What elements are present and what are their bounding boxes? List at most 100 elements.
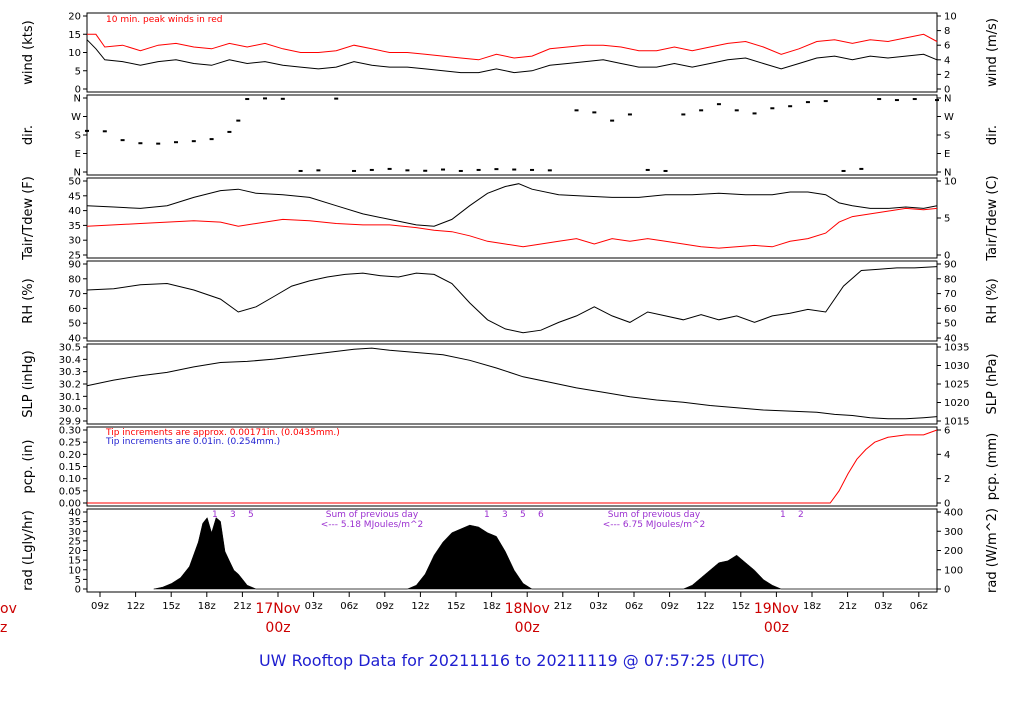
footer-title: UW Rooftop Data for 20211116 to 20211119… [259,651,765,670]
ytick-label-right: 70 [944,289,957,300]
sun-hour-marker: 1 [212,510,218,520]
peak-wind-note: 10 min. peak winds in red [106,15,223,25]
radiation-area [153,517,937,590]
dir-point [369,168,374,171]
ylabel-right: wind (m/s) [985,18,1000,87]
panel-frame [86,94,938,176]
dir-point [476,168,481,171]
panel-slp: SLP (inHg) SLP (hPa)29.930.030.130.230.33… [21,343,1000,428]
ylabel-left: Tair/Tdew (F) [21,176,36,261]
xtick-label: 21z [554,601,572,612]
dir-point [574,109,579,112]
dir-point [859,167,864,170]
xtick-label: 09z [91,601,109,612]
panel-wind: wind (kts) wind (m/s) 0 5 10 15 20 0 2 4 6 8 10 10 mi… [21,12,1000,96]
dir-point [174,141,179,144]
sum-label: Sum of previous day [326,510,419,520]
ytick-label-left: 20 [68,546,81,557]
series-line-rh-0 [86,266,938,334]
ytick-label-right: 1015 [944,417,969,428]
series-line-slp-0 [86,347,938,420]
dir-point [102,130,107,133]
series-line-temp-1 [86,207,938,249]
day-marker-fragment: z [0,620,7,636]
ytick-label-right: 6 [944,426,950,437]
ytick-label-right: 300 [944,527,963,538]
ytick-label-right: 0 [944,499,950,510]
sun-hour-marker: 3 [230,510,236,520]
series-line-wind-1 [87,33,938,61]
ytick-label-right: 8 [944,26,950,37]
dir-point [85,129,89,132]
series-line-wind-0 [86,39,938,74]
dir-point [645,168,650,171]
ytick-label-left: 0 [75,85,81,96]
dir-point [209,138,214,141]
ytick-label-left: 0.05 [59,486,81,497]
ytick-label-left: 0.00 [59,499,81,510]
ylabel-right: Tair/Tdew (C) [985,175,1000,261]
ytick-label-left: 0.20 [59,450,81,461]
ylabel-left: SLP (inHg) [21,350,36,418]
dir-point [334,97,339,100]
sun-hour-marker: 5 [248,510,254,520]
dir-point [494,168,499,171]
dir-point [877,98,882,101]
dir-point [716,103,721,106]
day-marker-date: 18Nov [505,601,550,617]
dir-point [245,98,250,101]
sum-label: Sum of previous day [608,510,701,520]
dir-point [699,109,704,112]
ytick-label-left: 60 [68,304,81,315]
dir-point [935,99,939,102]
ylabel-left: pcp. (in) [21,440,36,494]
ytick-label-right: E [944,149,950,160]
xtick-label: 12z [696,601,714,612]
dir-point [227,130,232,133]
dir-point [770,107,775,110]
dir-point [280,97,285,100]
ytick-label-left: 35 [68,517,81,528]
day-marker-date: 19Nov [754,601,799,617]
ytick-label-left: 45 [68,191,81,202]
sun-hour-marker: 3 [502,510,508,520]
ylabel-right: RH (%) [985,278,1000,323]
ytick-label-right: 6 [944,41,950,52]
ytick-label-left: 30 [68,527,81,538]
ytick-label-right: N [944,94,951,105]
ytick-label-left: W [71,112,81,123]
dir-point [805,101,810,104]
ytick-label-left: 30.4 [59,355,81,366]
ytick-label-left: 30.2 [59,380,81,391]
ytick-label-left: N [74,168,81,179]
ytick-label-left: 25 [68,251,81,262]
dir-point [663,169,668,172]
day-marker-time: 00z [764,620,789,636]
xtick-label: 12z [411,601,429,612]
dir-point [627,113,632,116]
xtick-label: 06z [625,601,643,612]
ytick-label-right: 5 [944,214,950,225]
panel-rh: RH (%) RH (%) 40 50 60 70 80 90 40 50 60 70 80 90 [21,260,1000,345]
ytick-label-right: 100 [944,565,963,576]
ytick-label-right: 2 [944,474,950,485]
ytick-label-right: 40 [944,334,957,345]
ytick-label-left: 40 [68,206,81,217]
ytick-label-right: S [944,131,950,142]
ytick-label-left: E [75,149,81,160]
panel-frame [86,177,938,259]
dir-point [458,169,463,172]
dir-point [352,169,357,172]
dir-point [387,167,392,170]
xtick-label: 06z [910,601,928,612]
ylabel-left: wind (kts) [21,20,36,84]
ylabel-right: rad (W/m^2) [985,508,1000,593]
ytick-label-left: 50 [68,319,81,330]
ytick-label-right: 10 [944,177,957,188]
ytick-label-left: 0.25 [59,438,81,449]
ytick-label-left: 10 [68,565,81,576]
ytick-label-right: 50 [944,319,957,330]
ytick-label-right: 200 [944,546,963,557]
sun-hour-marker: 1 [484,510,490,520]
dir-point [138,142,143,145]
